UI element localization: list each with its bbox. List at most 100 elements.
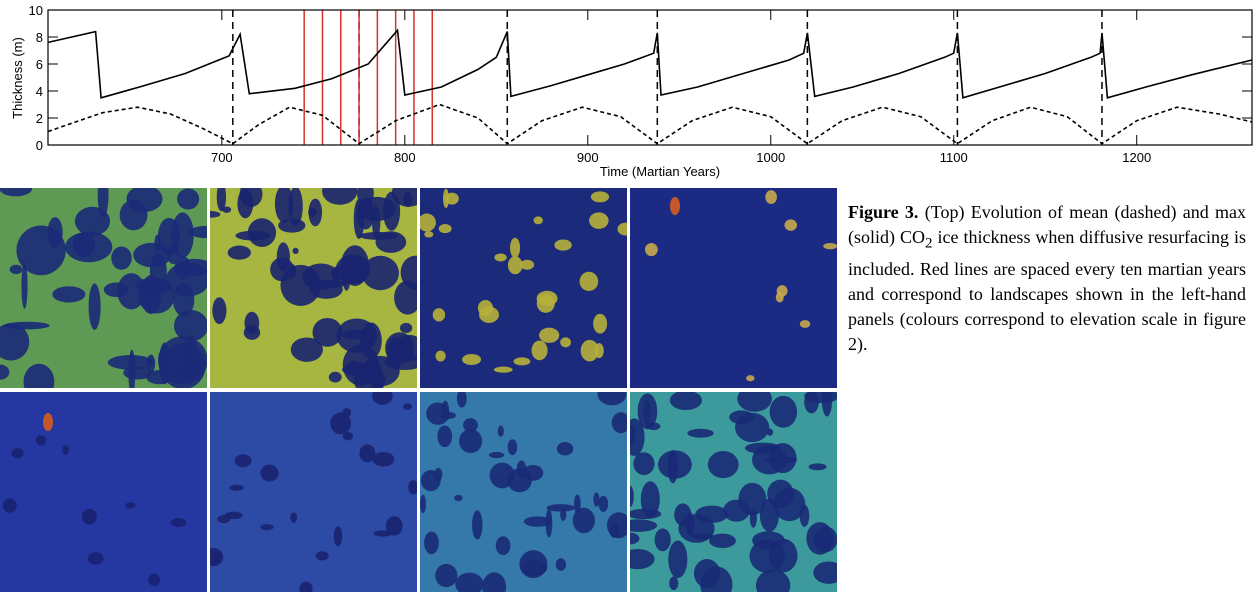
terrain-patch [312,317,343,347]
panel-background [630,392,837,592]
terrain-patch [507,439,518,455]
terrain-patch [493,366,513,373]
terrain-patch [759,498,780,532]
terrain-patch [459,429,483,454]
terrain-patch [438,223,452,234]
terrain-patch [403,191,413,208]
terrain-patch [394,280,417,315]
terrain-patch [290,337,323,362]
terrain-patch [372,392,393,405]
y-axis-title: Thickness (m) [10,37,25,119]
terrain-patch [693,559,721,588]
y-tick-label: 2 [36,111,43,126]
terrain-patch [177,188,200,210]
terrain-patch [216,188,227,212]
landscape-panel [630,188,837,388]
terrain-patch [81,508,97,525]
terrain-patch [302,263,340,290]
terrain-patch [555,558,567,571]
terrain-patch [630,519,658,532]
terrain-patch [435,350,446,362]
terrain-peak [670,197,680,215]
terrain-patch [308,207,317,217]
terrain-patch [554,239,572,251]
terrain-patch [170,518,187,528]
terrain-patch [678,514,715,543]
terrain-patch [420,213,436,232]
terrain-patch [507,256,523,275]
terrain-patch [328,371,342,383]
y-tick-label: 0 [36,138,43,153]
series-line [47,28,1253,99]
terrain-patch [342,407,352,417]
terrain-patch [244,311,260,335]
terrain-patch [590,191,610,203]
terrain-patch [546,504,575,512]
terrain-patch [62,445,70,455]
terrain-patch [87,552,104,565]
terrain-patch [494,253,507,262]
panel-background [0,392,207,592]
landscape-panel [0,188,207,388]
terrain-patch [384,353,417,370]
terrain-patch [776,285,788,297]
terrain-patch [2,498,17,513]
terrain-patch [668,540,688,579]
terrain-patch [172,283,195,317]
terrain-patch [212,297,227,325]
terrain-patch [572,507,595,534]
terrain-patch [556,442,574,456]
x-tick-label: 1000 [756,150,785,165]
terrain-patch [445,192,459,205]
terrain-patch [361,255,399,291]
terrain-patch [35,435,47,446]
terrain-patch [479,306,500,323]
terrain-patch [536,294,555,313]
terrain-patch [669,392,703,411]
terrain-patch [488,451,505,459]
caption-label: Figure 3. [848,202,919,222]
terrain-patch [315,551,329,561]
terrain-patch [371,206,381,239]
terrain-patch [769,395,798,428]
terrain-patch [424,531,439,555]
terrain-patch [497,425,504,437]
terrain-patch [598,495,609,512]
terrain-patch [746,375,755,382]
terrain-patch [813,561,837,584]
terrain-patch [148,573,160,586]
terrain-patch [353,198,365,239]
terrain-patch [292,247,299,255]
terrain-patch [823,242,837,250]
terrain-patch [420,494,427,514]
caption-text: (Top) Evolution of mean (dashed) and max… [848,202,1246,247]
terrain-patch [463,418,478,433]
terrain-patch [372,451,395,467]
y-tick-label: 4 [36,84,43,99]
terrain-patch [16,225,66,276]
terrain-patch [420,469,441,492]
landscape-panel [210,188,417,388]
terrain-patch [52,286,86,303]
terrain-patch [752,445,787,475]
x-tick-label: 1200 [1122,150,1151,165]
terrain-patch [278,218,306,233]
terrain-patch [799,320,811,328]
terrain-patch [637,393,658,430]
terrain-patch [513,357,531,366]
terrain-patch [531,340,548,361]
terrain-patch [239,188,263,208]
x-tick-label: 700 [211,150,233,165]
terrain-patch [234,454,252,468]
terrain-patch [545,508,553,538]
series-line [47,103,1253,145]
terrain-patch [593,313,608,334]
terrain-patch [738,482,767,516]
terrain-patch [784,219,797,231]
terrain-patch [769,538,798,573]
terrain-patch [482,572,507,592]
terrain-patch [462,353,482,366]
landscape-panels [0,188,838,592]
x-tick-label: 900 [577,150,599,165]
landscape-panel [210,392,417,592]
